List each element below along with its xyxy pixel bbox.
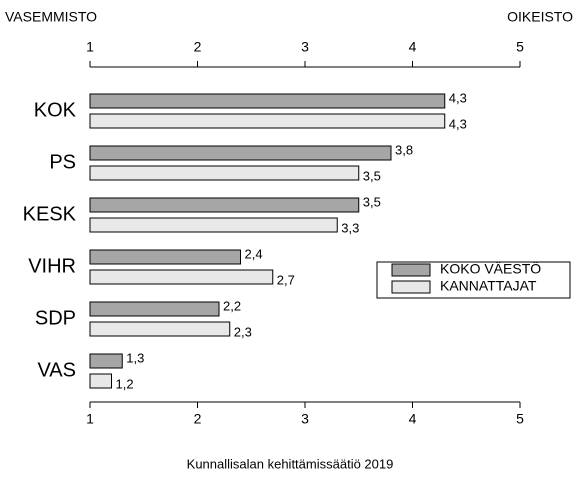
value-label: 3,3: [341, 220, 359, 235]
x-tick-label: 5: [516, 39, 524, 55]
category-label: PS: [49, 151, 76, 173]
bar: [89, 197, 360, 213]
x-tick-label: 3: [301, 39, 309, 55]
value-label: 3,8: [395, 142, 413, 157]
value-label: 2,7: [277, 272, 295, 287]
value-label: 2,2: [223, 298, 241, 313]
bar: [89, 217, 338, 233]
bar: [89, 113, 446, 129]
left-label: VASEMMISTO: [5, 9, 97, 25]
bar: [89, 165, 360, 181]
legend-label: KANNATTAJAT: [440, 278, 537, 294]
x-tick-label: 4: [409, 39, 417, 55]
right-label: OIKEISTO: [507, 9, 573, 25]
value-label: 4,3: [449, 90, 467, 105]
bar: [89, 373, 112, 389]
x-tick-label: 5: [516, 411, 524, 427]
value-label: 2,4: [245, 246, 263, 261]
bar: [89, 93, 446, 109]
bar: [89, 301, 220, 317]
x-tick-label: 3: [301, 411, 309, 427]
bar: [89, 145, 392, 161]
value-label: 3,5: [363, 194, 381, 209]
category-label: VIHR: [28, 255, 76, 277]
value-label: 1,2: [116, 376, 134, 391]
x-tick-label: 2: [194, 411, 202, 427]
bar: [89, 353, 123, 369]
bar: [89, 321, 231, 337]
value-label: 1,3: [126, 350, 144, 365]
x-tick-label: 2: [194, 39, 202, 55]
x-tick-label: 1: [86, 39, 94, 55]
legend-swatch: [391, 263, 431, 277]
value-label: 2,3: [234, 324, 252, 339]
category-label: SDP: [35, 307, 76, 329]
bar: [89, 269, 274, 285]
bar: [89, 249, 241, 265]
category-label: VAS: [37, 359, 76, 381]
x-tick-label: 4: [409, 411, 417, 427]
category-label: KOK: [34, 99, 77, 121]
value-label: 4,3: [449, 116, 467, 131]
source: Kunnallisalan kehittämissäätiö 2019: [187, 456, 394, 471]
x-tick-label: 1: [86, 411, 94, 427]
category-label: KESK: [23, 203, 77, 225]
value-label: 3,5: [363, 168, 381, 183]
legend-label: KOKO VÄESTÖ: [440, 260, 541, 277]
legend-swatch: [391, 280, 431, 294]
